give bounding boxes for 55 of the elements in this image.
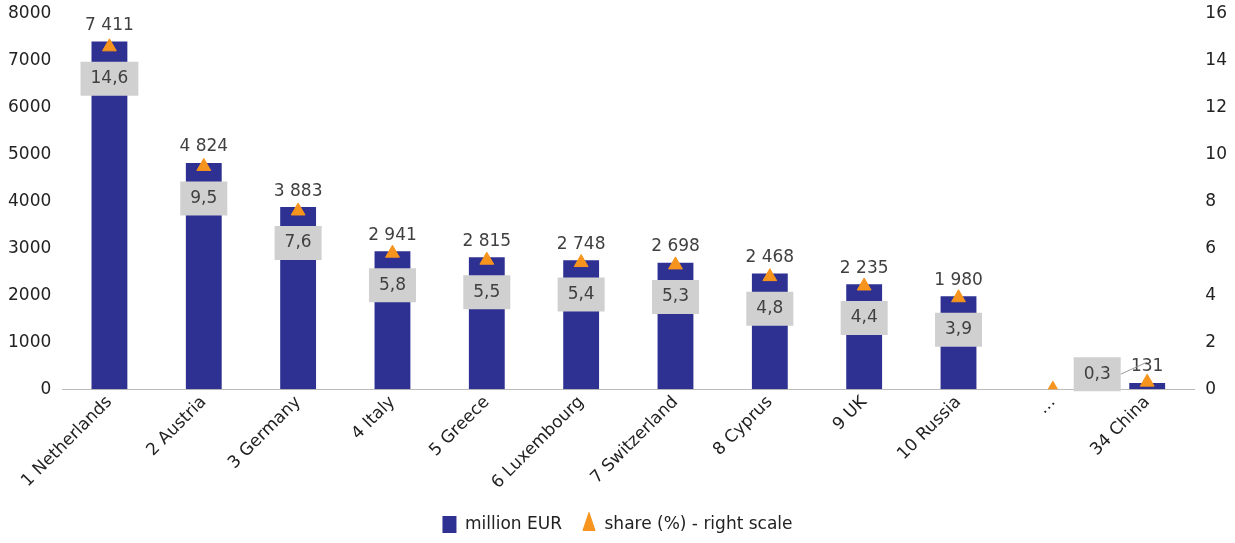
- data-label: 4,8: [756, 297, 784, 318]
- data-label: 5,3: [661, 285, 690, 306]
- point: [951, 289, 966, 303]
- y2-tick-label: 12: [1205, 96, 1228, 117]
- point: [1139, 373, 1155, 387]
- x-tick-label: …: [1032, 391, 1059, 418]
- legend-label: million EUR: [464, 512, 563, 533]
- y2-tick-label: 14: [1205, 49, 1228, 70]
- data-label: 7,6: [284, 231, 312, 252]
- y-tick-label: 2000: [8, 283, 52, 304]
- data-label: 5,5: [473, 280, 501, 301]
- y2-tick-label: 2: [1205, 330, 1217, 351]
- y-tick-label: 3000: [8, 236, 52, 257]
- point: [479, 251, 495, 265]
- data-label: 3,9: [944, 318, 973, 339]
- data-label: 9,5: [190, 186, 218, 207]
- data-label: 4 824: [179, 135, 229, 156]
- data-label: 2 235: [839, 256, 889, 277]
- y-tick-label: 7000: [8, 49, 52, 70]
- y2-tick-label: 10: [1205, 143, 1228, 164]
- data-label: 4,4: [850, 306, 878, 327]
- data-label: 1 980: [934, 268, 983, 289]
- y-tick-label: 6000: [8, 96, 52, 117]
- data-label: 2 468: [745, 245, 795, 266]
- data-label: 2 748: [556, 232, 606, 253]
- data-label: 131: [1130, 355, 1164, 376]
- point: [668, 256, 683, 270]
- y-tick-label: 1000: [8, 330, 52, 351]
- y2-tick-label: 4: [1205, 283, 1217, 304]
- data-label: 7 411: [85, 14, 134, 35]
- data-label: 14,6: [90, 67, 129, 88]
- legend-label: share (%) - right scale: [604, 512, 793, 533]
- point: [196, 157, 212, 171]
- y-tick-label: 8000: [8, 2, 52, 23]
- point: [762, 268, 778, 282]
- point: [856, 277, 872, 291]
- y2-tick-label: 16: [1205, 2, 1228, 23]
- point: [102, 38, 117, 52]
- data-label: 2 815: [462, 229, 512, 250]
- y-tick-label: 5000: [8, 143, 52, 164]
- y-tick-label: 4000: [8, 190, 52, 211]
- y2-tick-label: 6: [1205, 236, 1217, 257]
- y2-tick-label: 8: [1205, 190, 1217, 211]
- point: [573, 254, 589, 268]
- x-tick-label: 9 UK: [827, 390, 871, 434]
- data-label: 3 883: [273, 179, 323, 200]
- data-label: 5,4: [567, 282, 595, 303]
- data-label: 2 698: [651, 235, 700, 256]
- point: [385, 244, 400, 258]
- data-label: 0,3: [1083, 362, 1111, 383]
- y-tick-label: 0: [40, 377, 52, 398]
- data-label: 2 941: [368, 223, 417, 244]
- y2-tick-label: 0: [1205, 377, 1217, 398]
- data-label: 5,8: [378, 273, 406, 294]
- point: [290, 202, 306, 216]
